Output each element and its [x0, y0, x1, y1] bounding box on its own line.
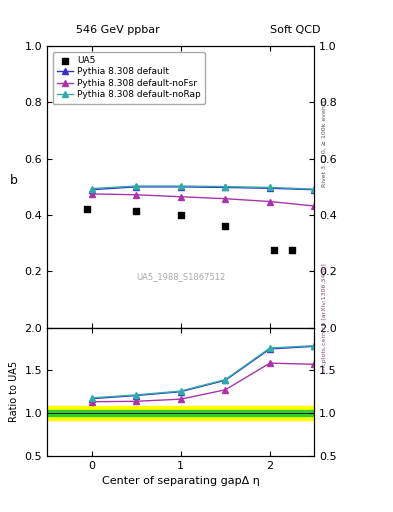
Pythia 8.308 default-noFsr [312, 203, 317, 209]
Pythia 8.308 default-noFsr [223, 196, 228, 202]
X-axis label: Center of separating gapΔ η: Center of separating gapΔ η [102, 476, 260, 486]
UA5 [133, 207, 140, 215]
Pythia 8.308 default-noFsr [134, 191, 139, 198]
Text: mcplots.cern.ch [arXiv:1306.3436]: mcplots.cern.ch [arXiv:1306.3436] [322, 263, 327, 372]
Text: UA5_1988_S1867512: UA5_1988_S1867512 [136, 272, 226, 282]
Line: Pythia 8.308 default-noFsr: Pythia 8.308 default-noFsr [89, 191, 317, 209]
Legend: UA5, Pythia 8.308 default, Pythia 8.308 default-noFsr, Pythia 8.308 default-noRa: UA5, Pythia 8.308 default, Pythia 8.308 … [53, 52, 205, 103]
Pythia 8.308 default-noFsr [178, 194, 183, 200]
Pythia 8.308 default-noFsr [89, 191, 94, 197]
UA5 [84, 205, 90, 214]
Line: Pythia 8.308 default: Pythia 8.308 default [89, 184, 317, 193]
UA5 [271, 246, 277, 254]
Pythia 8.308 default-noRap [312, 186, 317, 192]
Pythia 8.308 default-noFsr [268, 199, 272, 205]
Y-axis label: b: b [9, 174, 17, 187]
Pythia 8.308 default [178, 184, 183, 190]
Pythia 8.308 default [89, 187, 94, 193]
Y-axis label: Ratio to UA5: Ratio to UA5 [9, 361, 19, 422]
UA5 [222, 222, 228, 230]
UA5 [178, 211, 184, 219]
Line: Pythia 8.308 default-noRap: Pythia 8.308 default-noRap [89, 183, 317, 192]
Pythia 8.308 default-noRap [268, 184, 272, 190]
Pythia 8.308 default [312, 187, 317, 193]
Pythia 8.308 default [134, 184, 139, 190]
UA5 [289, 246, 295, 254]
Pythia 8.308 default-noRap [134, 183, 139, 189]
Text: 546 GeV ppbar: 546 GeV ppbar [76, 25, 160, 35]
Pythia 8.308 default-noRap [178, 183, 183, 189]
Pythia 8.308 default-noRap [89, 185, 94, 191]
Bar [47, 406, 314, 420]
Text: Rivet 3.1.10, ≥ 100k events: Rivet 3.1.10, ≥ 100k events [322, 99, 327, 187]
Pythia 8.308 default [268, 185, 272, 191]
Pythia 8.308 default-noRap [223, 183, 228, 189]
Text: Soft QCD: Soft QCD [270, 25, 320, 35]
Bar [47, 410, 314, 416]
Pythia 8.308 default [223, 184, 228, 190]
